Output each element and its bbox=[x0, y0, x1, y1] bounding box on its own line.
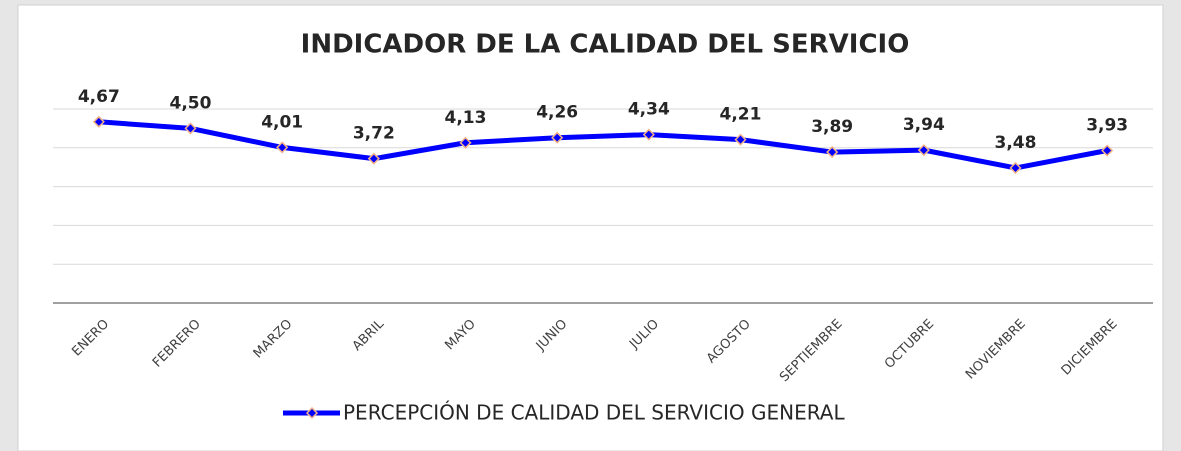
legend-marker bbox=[305, 406, 319, 420]
marker bbox=[92, 115, 105, 128]
data-label: 4,13 bbox=[445, 108, 487, 128]
marker bbox=[826, 146, 839, 159]
line bbox=[98, 119, 1108, 171]
marker bbox=[734, 133, 747, 146]
marker bbox=[1101, 144, 1114, 157]
data-label: 3,89 bbox=[811, 117, 853, 137]
data-label: 4,50 bbox=[170, 93, 212, 113]
marker bbox=[917, 144, 930, 157]
data-label: 3,94 bbox=[903, 115, 945, 135]
data-label: 3,48 bbox=[995, 133, 1037, 153]
marker bbox=[1009, 161, 1022, 175]
chart-area bbox=[17, 4, 1164, 451]
marker bbox=[184, 122, 197, 135]
data-label: 4,26 bbox=[536, 103, 578, 123]
data-label: 4,01 bbox=[261, 112, 303, 132]
data-label: 3,93 bbox=[1086, 116, 1128, 136]
legend-label: PERCEPCIÓN DE CALIDAD DEL SERVICIO GENER… bbox=[343, 401, 845, 425]
data-label: 4,34 bbox=[628, 100, 670, 120]
marker bbox=[459, 136, 472, 149]
marker bbox=[642, 128, 655, 141]
data-label: 4,67 bbox=[78, 87, 120, 107]
marker bbox=[367, 152, 380, 165]
data-label: 4,21 bbox=[720, 105, 762, 125]
chart-title: INDICADOR DE LA CALIDAD DEL SERVICIO bbox=[301, 30, 910, 60]
marker bbox=[551, 131, 564, 144]
marker bbox=[276, 141, 289, 154]
data-label: 3,72 bbox=[353, 124, 395, 144]
